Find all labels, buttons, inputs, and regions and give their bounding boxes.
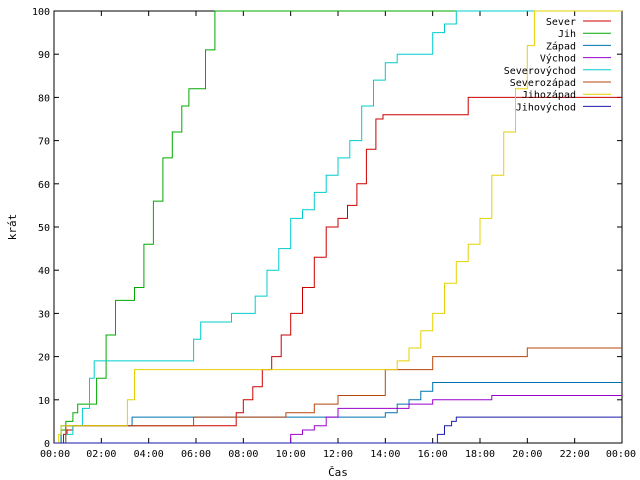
x-tick-label: 04:00 bbox=[134, 449, 164, 460]
x-tick-label: 02:00 bbox=[86, 449, 116, 460]
x-tick-label: 12:00 bbox=[323, 449, 353, 460]
y-tick-label: 70 bbox=[38, 137, 50, 148]
legend-label: Severozápad bbox=[510, 77, 576, 89]
x-tick-label: 00:00 bbox=[606, 449, 636, 460]
y-axis-label: krát bbox=[6, 214, 19, 241]
x-tick-label: 16:00 bbox=[418, 449, 448, 460]
x-tick-label: 20:00 bbox=[512, 449, 542, 460]
legend-label: Jih bbox=[558, 29, 576, 40]
legend: SeverJihZápadVýchodSeverovýchodSeverozáp… bbox=[504, 17, 611, 113]
y-axis: 0 10 20 30 40 50 60 70 80 90 100 bbox=[32, 7, 622, 450]
x-tick-label: 08:00 bbox=[228, 449, 258, 460]
y-tick-label: 10 bbox=[38, 396, 50, 407]
legend-label: Jihozápad bbox=[522, 89, 576, 101]
series-line bbox=[54, 395, 622, 444]
x-axis-label: Čas bbox=[328, 466, 348, 479]
y-tick-label: 60 bbox=[38, 180, 50, 191]
series-line bbox=[54, 10, 622, 444]
legend-label: Východ bbox=[540, 53, 576, 65]
series-line bbox=[54, 10, 622, 444]
series-lines bbox=[54, 10, 622, 444]
x-tick-label: 00:00 bbox=[40, 449, 70, 460]
y-tick-label: 90 bbox=[38, 50, 50, 61]
y-tick-label: 30 bbox=[38, 309, 50, 320]
x-tick-label: 06:00 bbox=[181, 449, 211, 460]
y-tick-label: 80 bbox=[38, 93, 50, 104]
series-line bbox=[54, 416, 622, 444]
legend-label: Jihovýchod bbox=[516, 101, 576, 113]
y-tick-label: 40 bbox=[38, 266, 50, 277]
legend-label: Západ bbox=[546, 40, 576, 52]
series-line bbox=[54, 347, 622, 444]
x-tick-label: 14:00 bbox=[370, 449, 400, 460]
x-axis: 00:00 02:00 04:00 06:00 08:00 10:00 12:00 14:00… bbox=[40, 11, 636, 460]
legend-label: Severovýchod bbox=[504, 65, 576, 77]
x-tick-label: 18:00 bbox=[465, 449, 495, 460]
y-tick-label: 100 bbox=[32, 7, 50, 18]
y-tick-label: 0 bbox=[44, 439, 50, 450]
y-tick-label: 50 bbox=[38, 223, 50, 234]
x-tick-label: 10:00 bbox=[276, 449, 306, 460]
legend-label: Sever bbox=[546, 17, 576, 28]
series-line bbox=[54, 96, 622, 444]
series-line bbox=[54, 10, 622, 444]
y-tick-label: 20 bbox=[38, 353, 50, 364]
x-tick-label: 22:00 bbox=[560, 449, 590, 460]
